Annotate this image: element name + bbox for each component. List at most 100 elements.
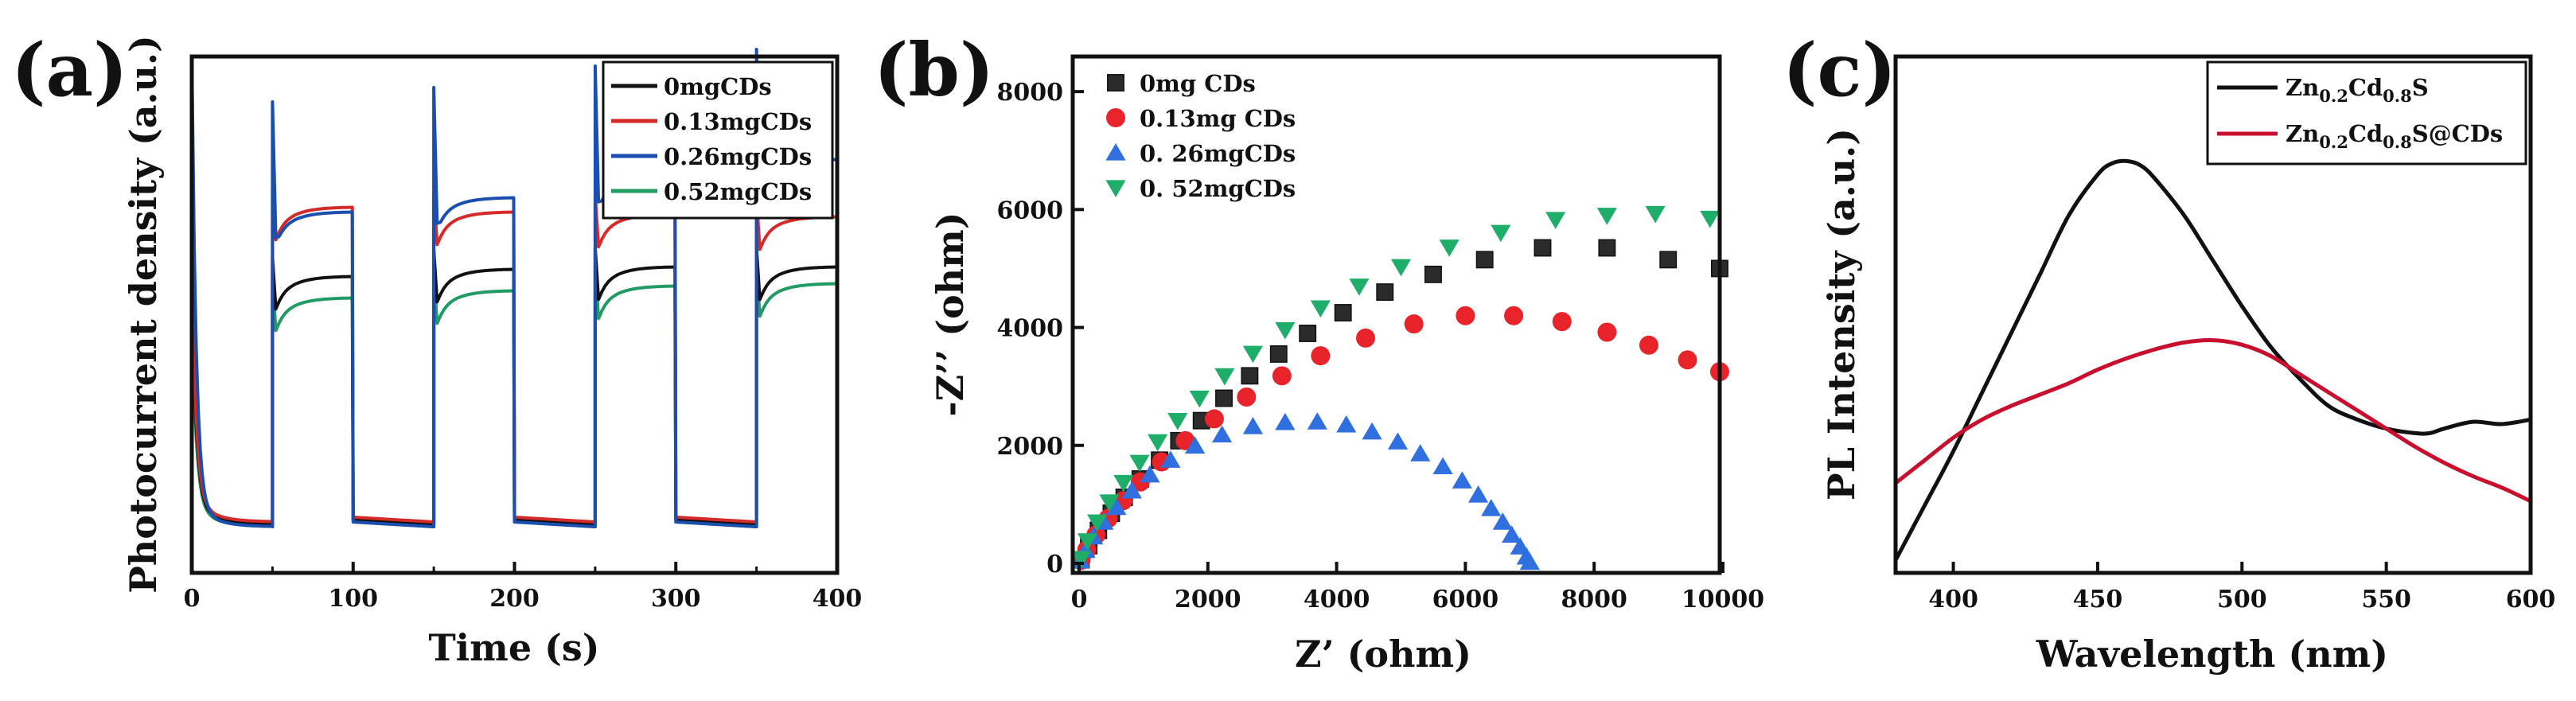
panel-b: (b) 0 2000 4000 6000 8000 10000 0 2000 4000 6000 8… <box>874 27 1764 676</box>
data-point-0-52mgcds <box>1310 300 1331 318</box>
legend-label-0mgcds: 0mgCDs <box>664 73 772 100</box>
series-group-0-26mgcds <box>1070 412 1540 571</box>
data-point-0-52mgcds <box>1099 494 1120 512</box>
y-tick-label: 8000 <box>997 79 1064 107</box>
data-point-0-52mgcds <box>1070 551 1092 569</box>
y-tick-label: 2000 <box>997 433 1064 461</box>
data-point-0-13mg-cds <box>1204 409 1224 429</box>
data-point-0-13mg-cds <box>1272 366 1292 386</box>
data-point-0-52mgcds <box>1545 212 1566 229</box>
legend-label-0-26mgcds: 0. 26mgCDs <box>1140 140 1296 167</box>
x-tick-label: 0 <box>184 585 201 613</box>
x-tick-label: 450 <box>2073 586 2123 613</box>
panel-label-c: (c) <box>1783 27 1896 113</box>
data-point-0-13mg-cds <box>1404 314 1424 334</box>
data-point-0-52mgcds <box>1645 205 1666 224</box>
legend-marker-0-52mgcds <box>1105 180 1126 197</box>
series-group-0-52mgcds <box>1070 205 1721 569</box>
data-point-0mg-cds <box>1534 239 1552 257</box>
data-point-0-26mgcds <box>1362 422 1382 440</box>
x-tick-label: 2000 <box>1175 586 1241 613</box>
data-point-0-26mgcds <box>1387 432 1409 450</box>
panel-b-frame <box>1070 54 1722 575</box>
data-point-0-52mgcds <box>1596 208 1617 225</box>
legend-marker-0-13mg-cds <box>1106 108 1125 127</box>
panel-c-legend-box <box>2206 60 2527 166</box>
data-point-0-26mgcds <box>1432 457 1453 475</box>
x-tick-label: 400 <box>813 585 863 613</box>
x-tick-label: 300 <box>651 585 701 613</box>
data-point-0-52mgcds <box>1275 321 1296 340</box>
data-point-0-26mgcds <box>1467 485 1489 503</box>
data-point-0-26mgcds <box>1275 412 1296 430</box>
data-point-0-13mg-cds <box>1552 312 1572 332</box>
series-line-zn0-2cd0-8s-cds <box>1894 337 2532 504</box>
x-tick-label: 10000 <box>1682 586 1764 613</box>
series-line-zn0-2cd0-8s <box>1893 158 2531 562</box>
data-point-0-26mgcds <box>1519 552 1540 571</box>
data-point-0-13mg-cds <box>1356 328 1376 348</box>
panel-c-x-axis-label: Wavelength (nm) <box>2036 633 2388 676</box>
data-point-0-52mgcds <box>1113 474 1134 493</box>
data-point-0-26mgcds <box>1121 481 1142 499</box>
data-point-0-52mgcds <box>1349 278 1370 296</box>
data-point-0-13mg-cds <box>1597 322 1617 342</box>
data-point-0-13mg-cds <box>1456 306 1475 325</box>
panel-c-frame <box>1893 54 2533 575</box>
data-point-0mg-cds <box>1659 251 1678 269</box>
data-point-0-26mgcds <box>1211 425 1233 443</box>
panel-a-legend: 0mgCDs 0.13mgCDs 0.26mgCDs 0.52mgCDs <box>602 60 834 220</box>
x-tick-label: 400 <box>1928 586 1978 613</box>
legend-label-0-13mg-cds: 0.13mg CDs <box>1140 105 1296 132</box>
panel-a: (a) 0 100 200 300 400 0mgCDs 0.13mgCDs 0.26mgC… <box>11 27 862 669</box>
panel-c-legend: Zn0.2Cd0.8S Zn0.2Cd0.8S@CDs <box>2206 60 2527 166</box>
panel-b-legend: 0mg CDs 0.13mg CDs 0. 26mgCDs 0. 52mgCDs <box>1105 70 1296 202</box>
panel-a-y-axis-label: Photocurrent density (a.u.) <box>122 35 165 594</box>
data-point-0-52mgcds <box>1087 514 1108 532</box>
data-point-0-13mg-cds <box>1639 335 1658 355</box>
data-point-0-26mgcds <box>1242 417 1264 434</box>
data-point-0mg-cds <box>1376 283 1394 302</box>
data-point-0mg-cds <box>1598 239 1616 257</box>
data-point-0mg-cds <box>1215 389 1233 407</box>
x-tick-label: 500 <box>2217 586 2267 613</box>
data-point-0-26mgcds <box>1185 436 1206 454</box>
data-point-0mg-cds <box>1475 251 1494 269</box>
y-tick-label: 6000 <box>997 197 1064 224</box>
legend-label-zn0-2cd0-8s: Zn0.2Cd0.8S <box>2286 74 2429 106</box>
data-point-0-52mgcds <box>1148 434 1168 452</box>
data-point-0mg-cds <box>1424 265 1442 283</box>
series-group-0mg-cds <box>1072 239 1728 569</box>
data-point-0-26mgcds <box>1336 415 1357 433</box>
y-tick-label: 0 <box>1046 551 1063 578</box>
panel-b-series <box>1070 205 1729 571</box>
data-point-0-52mgcds <box>1439 240 1459 257</box>
y-tick-label: 4000 <box>997 315 1064 343</box>
data-point-0-26mgcds <box>1307 412 1327 430</box>
panel-label-a: (a) <box>11 27 128 113</box>
data-point-0-13mg-cds <box>1311 346 1331 366</box>
panel-label-b: (b) <box>874 27 994 113</box>
panel-a-x-axis-label: Time (s) <box>428 626 599 669</box>
data-point-0mg-cds <box>1334 304 1352 321</box>
data-point-0-13mg-cds <box>1504 306 1524 325</box>
data-point-0-26mgcds <box>1106 497 1127 516</box>
data-point-0-26mgcds <box>1492 512 1513 530</box>
data-point-0-52mgcds <box>1390 259 1412 277</box>
legend-label-0-13mgcds: 0.13mgCDs <box>664 108 812 135</box>
data-point-0-52mgcds <box>1700 210 1721 228</box>
legend-label-0-52mgcds: 0.52mgCDs <box>664 178 812 205</box>
data-point-0-52mgcds <box>1214 368 1235 386</box>
data-point-0-26mgcds <box>1160 450 1181 468</box>
data-point-0-26mgcds <box>1452 471 1472 489</box>
panel-c-ticks: 400 450 500 550 600 <box>1928 562 2555 613</box>
panel-b-ticks: 0 2000 4000 6000 8000 10000 0 2000 4000 6000 8000 <box>997 79 1765 613</box>
legend-marker-0mg-cds <box>1107 74 1124 92</box>
data-point-0mg-cds <box>1241 367 1259 385</box>
panel-b-x-axis-label: Z’ (ohm) <box>1295 633 1471 676</box>
panel-c: (c) 400 450 500 550 600 Zn0.2Cd0.8SZn0.2Cd0.… <box>1783 27 2555 676</box>
data-point-0-52mgcds <box>1167 413 1188 430</box>
legend-label-zn0-2cd0-8s-cds: Zn0.2Cd0.8S@CDs <box>2286 120 2503 152</box>
panel-a-series <box>190 48 837 528</box>
